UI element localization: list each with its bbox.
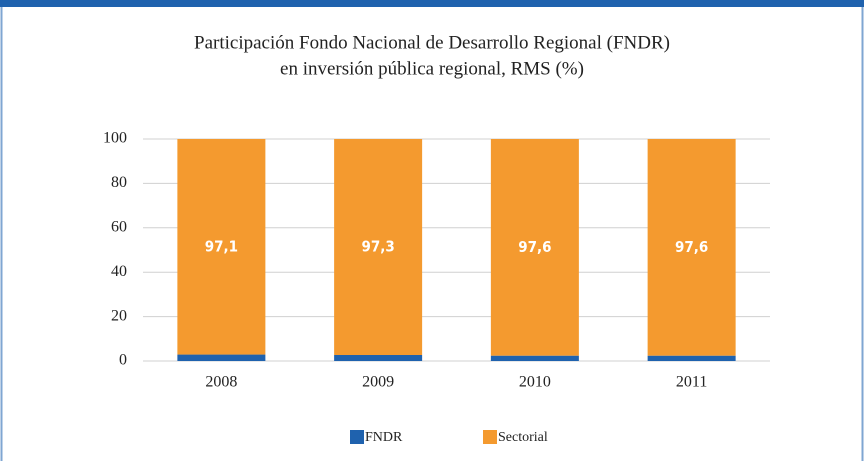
bar-segment [647, 139, 736, 356]
chart-title: en inversión pública regional, RMS (%) [280, 58, 584, 79]
y-tick-label: 80 [111, 174, 127, 191]
bar-segment [177, 139, 266, 355]
value-label: 97,6 [518, 238, 551, 256]
bar-segment [334, 139, 423, 356]
x-tick-label: 2008 [205, 374, 237, 391]
y-tick-label: 60 [111, 218, 127, 235]
bar-segment [334, 355, 423, 361]
value-label: 97,1 [205, 237, 238, 255]
x-tick-label: 2010 [519, 374, 551, 391]
bar-segment [647, 355, 736, 361]
bar-segment [177, 354, 266, 361]
value-label: 97,3 [361, 238, 394, 256]
legend-swatch [483, 430, 497, 444]
x-tick-label: 2011 [676, 374, 707, 391]
y-tick-label: 20 [111, 307, 127, 324]
bar-segment [490, 139, 579, 356]
y-tick-label: 0 [119, 352, 127, 369]
value-label: 97,6 [675, 238, 708, 256]
x-tick-label: 2009 [362, 374, 394, 391]
bar-segment [490, 355, 579, 361]
top-band [0, 0, 864, 7]
y-tick-label: 40 [111, 263, 127, 280]
legend-label: FNDR [365, 430, 403, 445]
chart-title: Participación Fondo Nacional de Desarrol… [194, 32, 670, 53]
legend-label: Sectorial [498, 430, 548, 445]
legend-swatch [350, 430, 364, 444]
y-tick-label: 100 [103, 130, 127, 147]
